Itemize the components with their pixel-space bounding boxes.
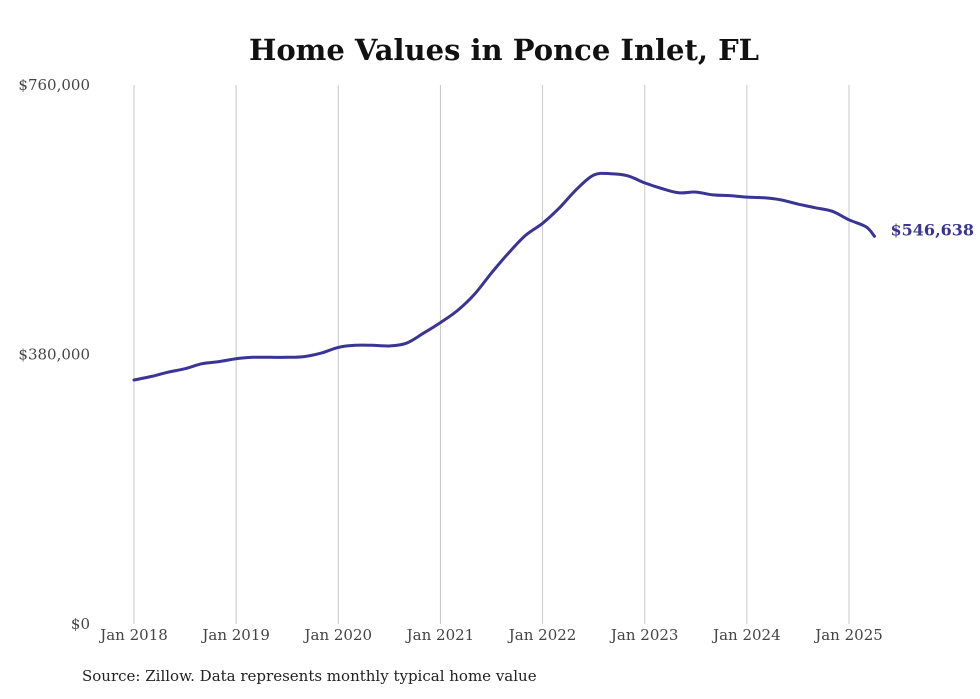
data-point <box>643 181 646 185</box>
data-point <box>762 196 766 199</box>
x-tick-label: Jan 2024 <box>711 626 781 644</box>
data-point <box>558 206 561 209</box>
data-point <box>473 293 476 296</box>
series-points <box>132 172 876 382</box>
data-point <box>830 210 834 213</box>
data-point <box>864 225 868 229</box>
x-tick-label: Jan 2022 <box>507 626 577 644</box>
data-point <box>745 195 749 199</box>
data-point <box>796 202 800 206</box>
data-point <box>694 190 697 194</box>
y-tick-label: $760,000 <box>18 76 90 94</box>
data-point <box>677 191 680 194</box>
data-point <box>847 218 851 221</box>
data-point <box>268 356 272 359</box>
data-point <box>609 172 612 175</box>
data-point <box>303 355 306 358</box>
data-point <box>507 251 510 255</box>
x-tick-label: Jan 2025 <box>813 626 883 644</box>
x-tick-label: Jan 2021 <box>405 626 475 644</box>
x-tick-label: Jan 2020 <box>303 626 373 644</box>
y-tick-label: $0 <box>71 615 90 633</box>
data-point <box>524 234 527 237</box>
grid <box>133 85 850 624</box>
data-point <box>813 206 817 209</box>
data-point <box>166 371 170 374</box>
series-line <box>132 171 876 382</box>
data-point <box>286 356 289 359</box>
data-point <box>371 344 374 347</box>
data-point <box>490 271 493 275</box>
x-tick-label: Jan 2019 <box>200 626 270 644</box>
data-point <box>728 194 732 197</box>
data-point <box>660 187 663 190</box>
chart-title: Home Values in Ponce Inlet, FL <box>249 33 759 67</box>
data-point <box>234 357 238 360</box>
data-point <box>200 362 204 365</box>
x-tick-label: Jan 2018 <box>98 626 168 644</box>
data-point <box>541 222 544 225</box>
x-axis: Jan 2018 Jan 2019 Jan 2020 Jan 2021 Jan 2022… <box>98 626 883 644</box>
data-point <box>388 344 391 348</box>
data-point <box>354 344 357 347</box>
data-point <box>132 378 136 382</box>
data-point <box>592 173 595 177</box>
data-point <box>251 356 255 359</box>
data-point <box>405 341 408 345</box>
data-point <box>217 360 221 363</box>
data-point <box>711 193 715 197</box>
source-note: Source: Zillow. Data represents monthly … <box>82 667 537 685</box>
x-tick-label: Jan 2023 <box>609 626 679 644</box>
data-point <box>626 174 629 177</box>
data-point <box>183 367 187 370</box>
data-point <box>337 346 340 349</box>
data-point <box>422 332 425 335</box>
data-point <box>575 188 578 191</box>
data-point <box>779 198 783 202</box>
data-point <box>439 321 442 324</box>
data-point <box>149 375 153 378</box>
data-point <box>456 309 459 312</box>
y-tick-label: $380,000 <box>18 346 90 364</box>
data-point <box>320 351 323 355</box>
data-point <box>873 235 876 238</box>
y-axis: $0 $380,000 $760,000 <box>18 76 90 633</box>
end-value-label: $546,638 <box>891 220 975 239</box>
